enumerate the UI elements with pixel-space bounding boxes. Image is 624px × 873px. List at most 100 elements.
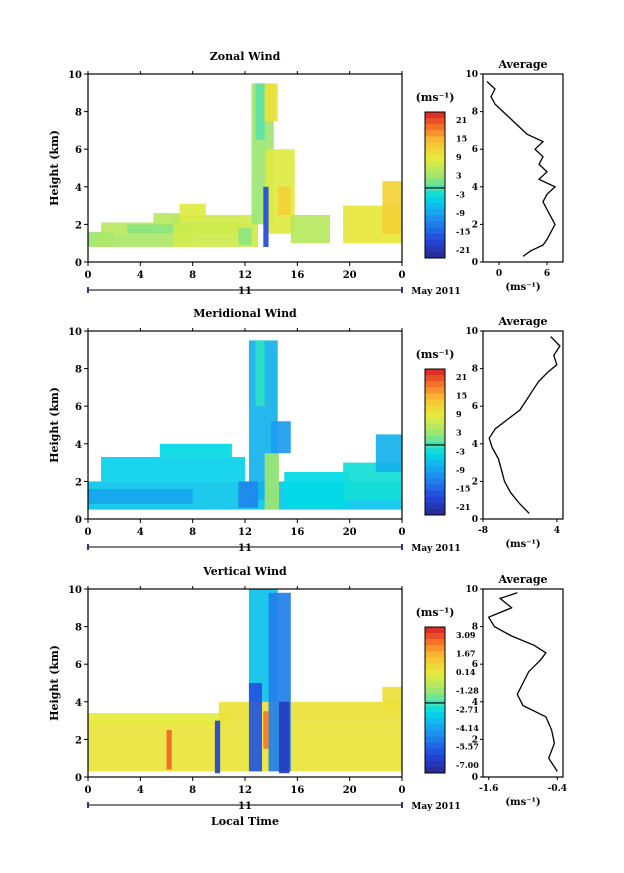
data-region bbox=[279, 701, 290, 774]
x-tick-label: 12 bbox=[238, 785, 252, 796]
x-tick-label: 0 bbox=[399, 785, 406, 796]
data-region bbox=[101, 456, 245, 482]
colorbar-swatch bbox=[425, 191, 445, 198]
x-tick-label: 20 bbox=[343, 270, 357, 281]
colorbar-swatch bbox=[425, 130, 445, 137]
colorbar-swatch bbox=[425, 754, 445, 762]
colorbar-swatch bbox=[425, 221, 445, 229]
colorbar-label: 9 bbox=[456, 152, 462, 162]
x-tick-label: 12 bbox=[238, 527, 252, 538]
x-tick-label: 4 bbox=[137, 270, 144, 281]
colorbar-swatch bbox=[425, 627, 445, 634]
colorbar-label: 3.09 bbox=[456, 630, 476, 640]
colorbar-label: 15 bbox=[456, 134, 467, 144]
profile-x-axis-label: (ms⁻¹) bbox=[505, 797, 540, 808]
month-label: May 2011 bbox=[411, 544, 460, 554]
colorbar-label: 9 bbox=[456, 409, 462, 419]
x-tick-label: 12 bbox=[238, 270, 252, 281]
colorbar-swatch bbox=[425, 693, 445, 701]
profile-y-tick-label: 4 bbox=[472, 440, 478, 450]
y-tick-label: 6 bbox=[75, 402, 82, 413]
y-tick-label: 4 bbox=[75, 183, 82, 194]
colorbar-swatch bbox=[425, 393, 445, 400]
profile-y-tick-label: 10 bbox=[465, 585, 478, 595]
profile-y-tick-label: 8 bbox=[472, 108, 478, 118]
profile-title: Average bbox=[497, 315, 547, 328]
y-tick-label: 10 bbox=[68, 70, 82, 81]
x-tick-label: 16 bbox=[290, 270, 304, 281]
profile-title: Average bbox=[497, 58, 547, 71]
profile-y-tick-label: 6 bbox=[472, 402, 478, 412]
colorbar-swatch bbox=[425, 639, 445, 646]
colorbar-swatch bbox=[425, 490, 445, 498]
data-region bbox=[94, 233, 193, 247]
profile-y-tick-label: 8 bbox=[472, 365, 478, 375]
profile-x-tick-label: 4 bbox=[554, 526, 560, 536]
colorbar-swatch bbox=[425, 712, 445, 719]
colorbar-swatch bbox=[425, 633, 445, 640]
y-tick-label: 10 bbox=[68, 585, 82, 596]
colorbar-swatch bbox=[425, 454, 445, 461]
colorbar-swatch bbox=[425, 245, 445, 253]
colorbar-label: 15 bbox=[456, 391, 467, 401]
data-region bbox=[263, 186, 269, 247]
colorbar-swatch bbox=[425, 496, 445, 504]
profile-x-axis-label: (ms⁻¹) bbox=[505, 282, 540, 293]
colorbar-label: -9 bbox=[456, 465, 465, 475]
colorbar-swatch bbox=[425, 399, 445, 406]
y-tick-label: 8 bbox=[75, 365, 82, 376]
x-tick-label: 0 bbox=[399, 270, 406, 281]
x-tick-label: 0 bbox=[85, 270, 92, 281]
profile-x-tick-label: 6 bbox=[544, 269, 550, 279]
profile-frame bbox=[482, 330, 564, 520]
colorbar-label: -5.57 bbox=[456, 741, 479, 751]
colorbar-swatch bbox=[425, 423, 445, 431]
data-region bbox=[277, 186, 291, 215]
colorbar-label: 21 bbox=[456, 115, 467, 125]
colorbar-frame bbox=[424, 626, 446, 774]
colorbar-swatch bbox=[425, 651, 445, 658]
profile-y-tick-label: 2 bbox=[472, 220, 478, 230]
profile-y-tick-label: 6 bbox=[472, 660, 478, 670]
profile-y-tick-label: 0 bbox=[472, 773, 478, 783]
x-tick-label: 16 bbox=[290, 785, 304, 796]
colorbar-swatch bbox=[425, 160, 445, 168]
profile-x-tick-label: -0.4 bbox=[548, 784, 567, 794]
data-region bbox=[263, 711, 269, 749]
colorbar-swatch bbox=[425, 657, 445, 664]
data-region bbox=[214, 720, 221, 774]
colorbar-label: -15 bbox=[456, 226, 470, 236]
colorbar-swatch bbox=[425, 251, 445, 259]
x-tick-label: 0 bbox=[399, 527, 406, 538]
panel-title: Vertical Wind bbox=[202, 565, 287, 578]
colorbar-swatch bbox=[425, 681, 445, 689]
colorbar-swatch bbox=[425, 375, 445, 382]
colorbar-swatch bbox=[425, 136, 445, 143]
x-tick-label: 8 bbox=[189, 270, 196, 281]
profile-x-tick-label: -8 bbox=[478, 526, 488, 536]
colorbar-swatch bbox=[425, 405, 445, 413]
data-region bbox=[166, 730, 172, 770]
y-tick-label: 6 bbox=[75, 660, 82, 671]
colorbar-swatch bbox=[425, 124, 445, 131]
profile-y-tick-label: 8 bbox=[472, 623, 478, 633]
data-region bbox=[88, 720, 402, 772]
y-axis-label: Height (km) bbox=[48, 645, 61, 721]
y-tick-label: 2 bbox=[75, 477, 82, 488]
profile-x-tick-label: 0 bbox=[496, 269, 502, 279]
colorbar-swatch bbox=[425, 748, 445, 756]
data-region bbox=[88, 488, 193, 504]
colorbar-frame bbox=[424, 368, 446, 516]
data-region bbox=[159, 443, 232, 457]
y-tick-label: 2 bbox=[75, 735, 82, 746]
data-region bbox=[218, 701, 402, 721]
colorbar-swatch bbox=[425, 233, 445, 241]
colorbar-swatch bbox=[425, 478, 445, 486]
colorbar-swatch bbox=[425, 239, 445, 247]
data-region bbox=[238, 481, 259, 508]
x-tick-label: 4 bbox=[137, 785, 144, 796]
colorbar-unit: (ms⁻¹) bbox=[416, 606, 455, 619]
colorbar-label: 0.14 bbox=[456, 667, 476, 677]
y-tick-label: 4 bbox=[75, 698, 82, 709]
